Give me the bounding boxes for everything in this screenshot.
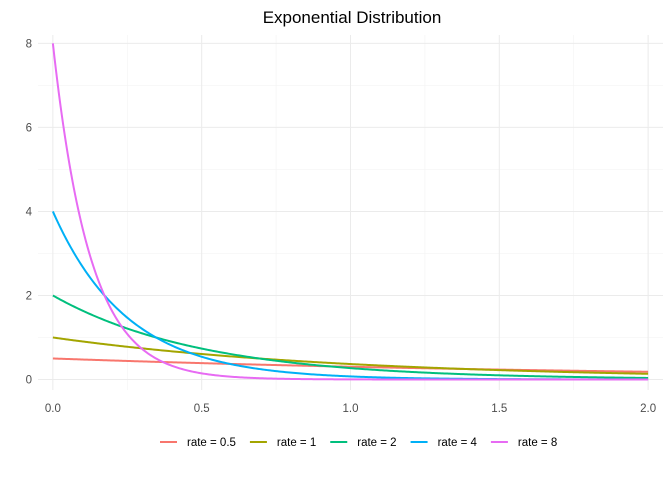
legend-label: rate = 0.5 bbox=[187, 437, 236, 449]
legend-item: rate = 8 bbox=[490, 437, 557, 449]
series-line-rate-0-5 bbox=[52, 357, 649, 373]
chart-title: Exponential Distribution bbox=[263, 8, 442, 27]
legend-label: rate = 4 bbox=[438, 437, 478, 449]
legend-label: rate = 2 bbox=[357, 437, 396, 449]
legend-item: rate = 2 bbox=[330, 437, 397, 449]
x-axis-ticks: 0.0 0.5 1.0 1.5 2.0 bbox=[45, 403, 656, 415]
x-tick-label: 1.0 bbox=[343, 403, 359, 415]
series-line-rate-1 bbox=[52, 336, 649, 375]
grid-lines bbox=[38, 35, 663, 390]
y-tick-label: 4 bbox=[26, 206, 33, 218]
y-tick-label: 0 bbox=[26, 374, 32, 386]
series-lines bbox=[51, 43, 649, 381]
legend: rate = 0.5 rate = 1 rate = 2 rate = 4 rate =… bbox=[160, 437, 557, 449]
y-tick-label: 8 bbox=[26, 38, 32, 50]
x-tick-label: 1.5 bbox=[491, 403, 507, 415]
y-tick-label: 2 bbox=[26, 290, 32, 302]
legend-item: rate = 1 bbox=[249, 437, 316, 449]
x-tick-label: 2.0 bbox=[640, 403, 656, 415]
legend-label: rate = 1 bbox=[277, 437, 316, 449]
x-tick-label: 0.5 bbox=[194, 403, 210, 415]
x-tick-label: 0.0 bbox=[45, 403, 61, 415]
series-line-rate-8 bbox=[51, 43, 649, 381]
legend-label: rate = 8 bbox=[518, 437, 557, 449]
y-tick-label: 6 bbox=[26, 122, 32, 134]
legend-item: rate = 4 bbox=[410, 437, 478, 449]
y-axis-ticks: 0 2 4 6 8 bbox=[26, 38, 33, 386]
legend-item: rate = 0.5 bbox=[160, 437, 236, 449]
